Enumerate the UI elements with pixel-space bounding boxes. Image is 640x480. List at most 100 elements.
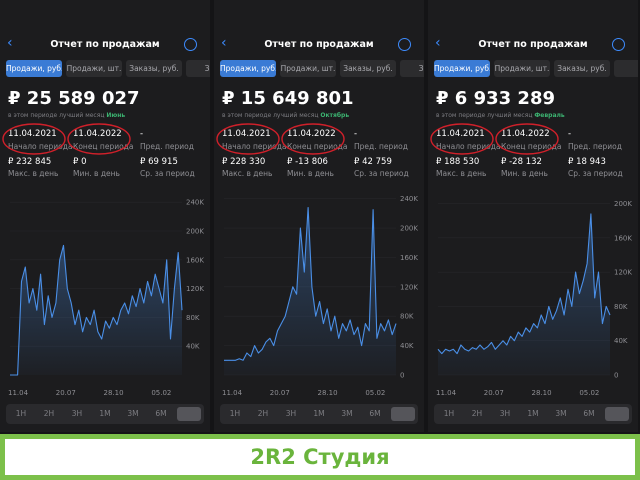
- x-tick-label: 05.02: [151, 389, 171, 397]
- tab[interactable]: Продажи, руб.: [6, 60, 62, 77]
- period-button[interactable]: 3М: [555, 409, 567, 418]
- stat-value: ₽ 42 759: [354, 157, 392, 167]
- period-button[interactable]: [605, 407, 629, 421]
- tab[interactable]: Продажи, руб.: [220, 60, 276, 77]
- period-button[interactable]: [177, 407, 201, 421]
- tab[interactable]: Зака: [186, 60, 210, 77]
- y-tick-label: 40K: [614, 337, 628, 345]
- area-fill: [224, 207, 396, 375]
- date-value: 11.04.2021: [436, 129, 485, 139]
- stat-value: ₽ 228 330: [222, 157, 266, 167]
- x-tick-label: 11.04: [222, 389, 243, 397]
- y-tick-label: 240K: [400, 195, 418, 203]
- total-value: ₽ 6 933 289: [436, 88, 555, 109]
- tab[interactable]: Заказы, руб.: [340, 60, 396, 77]
- back-button[interactable]: ‹: [435, 35, 441, 51]
- date-value: 11.04.2021: [8, 129, 57, 139]
- period-bar: [220, 404, 418, 424]
- stat-label: Мин. в день: [73, 169, 120, 178]
- total-value: ₽ 15 649 801: [222, 88, 354, 109]
- back-button[interactable]: ‹: [7, 35, 13, 51]
- y-tick-label: 80K: [614, 303, 628, 311]
- stat-value: ₽ 69 915: [140, 157, 178, 167]
- period-button[interactable]: 1Н: [229, 409, 241, 418]
- period-button[interactable]: 6М: [583, 409, 595, 418]
- best-month-text: в этом периоде лучший месяц: [436, 112, 533, 119]
- best-month: Июнь: [106, 112, 126, 119]
- date-label: Пред. период: [568, 142, 622, 151]
- y-tick-label: 120K: [186, 285, 204, 293]
- period-button[interactable]: 3Н: [71, 409, 83, 418]
- x-tick-label: 20.07: [270, 389, 290, 397]
- y-tick-label: 40K: [186, 343, 200, 351]
- best-month: Октябрь: [320, 112, 350, 119]
- period-button[interactable]: 3М: [341, 409, 353, 418]
- stat-label: Мин. в день: [501, 169, 548, 178]
- period-button[interactable]: [391, 407, 415, 421]
- help-button[interactable]: [184, 38, 197, 51]
- y-tick-label: 200K: [614, 200, 632, 208]
- best-month-note: в этом периоде лучший месяц Июнь: [8, 112, 125, 119]
- tab[interactable]: Зака: [400, 60, 424, 77]
- period-bar: [6, 404, 204, 424]
- period-button[interactable]: 1Н: [15, 409, 27, 418]
- stat-label: Ср. за период: [568, 169, 623, 178]
- screen-title: Отчет по продажам: [50, 39, 160, 50]
- phone-screen: ‹ Отчет по продажам Продажи, руб. Продажи, …: [0, 0, 210, 432]
- date-label: Пред. период: [354, 142, 408, 151]
- period-button[interactable]: 6М: [155, 409, 167, 418]
- period-button[interactable]: 2Н: [43, 409, 55, 418]
- period-button[interactable]: 3Н: [285, 409, 297, 418]
- y-tick-label: 160K: [400, 254, 418, 262]
- back-button[interactable]: ‹: [221, 35, 227, 51]
- period-button[interactable]: 3Н: [499, 409, 511, 418]
- period-button[interactable]: 1Н: [443, 409, 455, 418]
- x-tick-label: 20.07: [56, 389, 76, 397]
- area-fill: [438, 213, 610, 375]
- stat-value: ₽ 0: [73, 157, 87, 167]
- date-label: Пред. период: [140, 142, 194, 151]
- date-label: Конец периода: [501, 142, 562, 151]
- help-button[interactable]: [612, 38, 625, 51]
- best-month-text: в этом периоде лучший месяц: [222, 112, 319, 119]
- best-month: Февраль: [534, 112, 565, 119]
- stat-value: ₽ -13 806: [287, 157, 328, 167]
- banner: 2R2 Студия: [0, 434, 640, 480]
- phone-screen: ‹ Отчет по продажам Продажи, руб. Продажи, …: [428, 0, 638, 432]
- stat-label: Мин. в день: [287, 169, 334, 178]
- tab[interactable]: Продажи, шт.: [280, 60, 336, 77]
- period-button[interactable]: 2Н: [471, 409, 483, 418]
- tab[interactable]: Продажи, шт.: [494, 60, 550, 77]
- y-tick-label: 40K: [400, 342, 414, 350]
- y-tick-label: 240K: [186, 199, 204, 207]
- stat-label: Ср. за период: [354, 169, 409, 178]
- period-button[interactable]: 1М: [99, 409, 111, 418]
- period-button[interactable]: 6М: [369, 409, 381, 418]
- date-value: -: [568, 129, 572, 139]
- sales-line: [224, 206, 397, 361]
- stat-label: Ср. за период: [140, 169, 195, 178]
- tab[interactable]: Продажи, руб.: [434, 60, 490, 77]
- stat-label: Макс. в день: [222, 169, 273, 178]
- screen-title: Отчет по продажам: [264, 39, 374, 50]
- date-value: 11.04.2021: [222, 129, 271, 139]
- tab[interactable]: Продажи, шт.: [66, 60, 122, 77]
- tab[interactable]: З: [614, 60, 638, 77]
- period-button[interactable]: 1М: [313, 409, 325, 418]
- x-tick-label: 11.04: [436, 389, 457, 397]
- date-value: 11.04.2022: [287, 129, 336, 139]
- period-button[interactable]: 3М: [127, 409, 139, 418]
- stat-label: Макс. в день: [436, 169, 487, 178]
- best-month-note: в этом периоде лучший месяц Февраль: [436, 112, 565, 119]
- date-label: Начало периода: [222, 142, 287, 151]
- x-tick-label: 11.04: [8, 389, 29, 397]
- tab[interactable]: Заказы, руб.: [554, 60, 610, 77]
- period-button[interactable]: 2Н: [257, 409, 269, 418]
- tab[interactable]: Заказы, руб.: [126, 60, 182, 77]
- y-tick-label: 120K: [400, 283, 418, 291]
- period-button[interactable]: 1М: [527, 409, 539, 418]
- stat-value: ₽ 188 530: [436, 157, 480, 167]
- stat-value: ₽ 232 845: [8, 157, 52, 167]
- stat-label: Макс. в день: [8, 169, 59, 178]
- help-button[interactable]: [398, 38, 411, 51]
